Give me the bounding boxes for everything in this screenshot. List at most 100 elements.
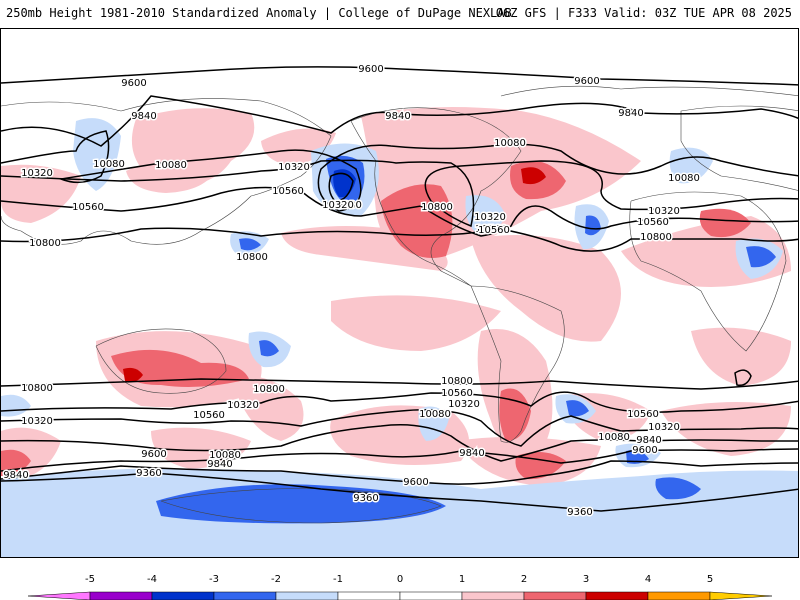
- colorbar-bin: [709, 591, 773, 600]
- contour-label: 9360: [353, 493, 378, 504]
- anomaly-blob: [471, 235, 621, 342]
- anomaly-blob: [566, 400, 589, 417]
- contour-label: 10080: [419, 409, 451, 420]
- colorbar-bin: [523, 591, 587, 600]
- contour-label: 10320: [474, 212, 506, 223]
- contour-label: 9600: [121, 78, 146, 89]
- contour-10800-south: [1, 378, 798, 390]
- contour-10080-south: [1, 424, 798, 462]
- colorbar-bin: [275, 591, 339, 600]
- colorbar-bin: [461, 591, 525, 600]
- continent-outline: [1, 98, 332, 245]
- anomaly-blob: [626, 450, 649, 464]
- continent-outline: [95, 328, 227, 394]
- contour-label: 9360: [136, 468, 161, 479]
- contour-label: 10080: [598, 432, 630, 443]
- contour-label: 9600: [574, 76, 599, 87]
- anomaly-blob: [73, 118, 121, 191]
- map-title: 250mb Height 1981-2010 Standardized Anom…: [6, 6, 512, 20]
- contour-9840-south: [1, 448, 798, 472]
- continent-outline: [629, 191, 787, 352]
- contour-label: 10800: [441, 376, 473, 387]
- anomaly-blob: [691, 327, 791, 386]
- contour-label: 10560: [627, 409, 659, 420]
- colorbar-tick-label: -1: [333, 574, 343, 585]
- contour-10320-south: [1, 409, 798, 447]
- contour-label: 9360: [567, 507, 592, 518]
- anomaly-blob: [259, 340, 279, 357]
- contour-label: 10320: [448, 399, 480, 410]
- contour-label: 9600: [358, 64, 383, 75]
- colorbar-tick-label: 1: [459, 574, 465, 585]
- contour-label: 10560: [272, 186, 304, 197]
- contour-label: 9840: [207, 459, 232, 470]
- contour-label: 9840: [3, 470, 28, 481]
- anomaly-blob: [585, 215, 601, 236]
- contour-label: 10080: [494, 138, 526, 149]
- anomaly-blob: [126, 160, 216, 193]
- colorbar-tick-label: -2: [271, 574, 281, 585]
- colorbar-tick-label: 5: [707, 574, 713, 585]
- contour-label: 10320: [648, 206, 680, 217]
- contour-closed-low: [734, 369, 752, 387]
- anomaly-blob: [331, 295, 501, 351]
- anomaly-map: 9600 9600 9600 9840 9840 9840 10080 10080 10080 1…: [0, 28, 799, 558]
- anomaly-blob: [521, 167, 546, 185]
- contour-label: 10560: [475, 224, 507, 235]
- continent-outline: [350, 107, 522, 287]
- anomaly-blob: [465, 195, 506, 234]
- negative-anomaly-shading: [1, 118, 798, 557]
- contour-label: 10560: [193, 410, 225, 421]
- continent-outline: [680, 105, 798, 191]
- colorbar-tick-label: -3: [209, 574, 219, 585]
- continent-outline: [160, 488, 442, 524]
- colorbar-bin: [89, 591, 153, 600]
- contour-label: 9840: [459, 448, 484, 459]
- contour-9600-south: [1, 460, 798, 485]
- contour-label: 10320: [648, 422, 680, 433]
- contour-10800-north: [1, 227, 798, 252]
- contour-closed-low: [328, 172, 354, 202]
- colorbar-bin: [337, 591, 401, 600]
- contour-label: 10560: [637, 217, 669, 228]
- contour-label: 10320: [21, 416, 53, 427]
- contour-label: 10560: [441, 388, 473, 399]
- contour-10080-north: [1, 130, 798, 212]
- colorbar-tick-label: -4: [147, 574, 157, 585]
- contour-9600-north: [1, 66, 798, 86]
- model-run-info: 06Z GFS | F333 Valid: 03Z TUE APR 08 202…: [495, 6, 792, 20]
- contour-label: 10800: [640, 232, 672, 243]
- colorbar-bin: [27, 591, 91, 600]
- contour-label: 10320: [227, 400, 259, 411]
- contour-label: 10800: [253, 384, 285, 395]
- continent-outline: [470, 285, 565, 443]
- contour-label: 10800: [21, 383, 53, 394]
- anomaly-blob: [699, 208, 751, 238]
- coastlines: [1, 85, 798, 524]
- colorbar-bin: [213, 591, 277, 600]
- colorbar-tick-label: 3: [583, 574, 589, 585]
- colorbar-tick-label: -5: [85, 574, 95, 585]
- contour-label: 9840: [618, 108, 643, 119]
- contour-label: 9600: [632, 445, 657, 456]
- colorbar-tick-label: 0: [397, 574, 403, 585]
- anomaly-colorbar: -5 -4 -3 -2 -1 0 1 2 3 4 5: [27, 574, 773, 600]
- contour-label: 10800: [421, 202, 453, 213]
- contour-label: 9600: [403, 477, 428, 488]
- colorbar-bin: [647, 591, 711, 600]
- contour-label: 10320: [21, 168, 53, 179]
- height-contours: [1, 66, 798, 512]
- contour-label: 10320: [322, 200, 354, 211]
- contour-10560-north: [1, 186, 798, 237]
- contour-label: 10080: [668, 173, 700, 184]
- contour-label: 10320: [278, 162, 310, 173]
- colorbar-tick-label: 2: [521, 574, 527, 585]
- anomaly-blob: [655, 477, 701, 500]
- contour-10560-south: [1, 391, 798, 413]
- colorbar-bin: [585, 591, 649, 600]
- contour-label: 10800: [236, 252, 268, 263]
- colorbar-bin: [151, 591, 215, 600]
- anomaly-blob: [381, 184, 453, 259]
